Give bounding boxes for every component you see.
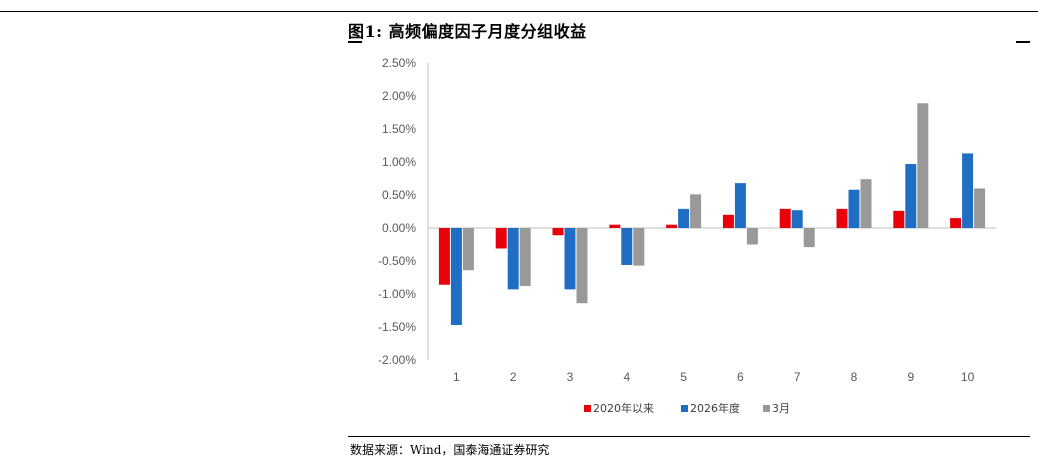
bar [836, 208, 848, 228]
x-tick-label: 6 [737, 370, 744, 384]
y-tick-label: 2.00% [382, 89, 416, 103]
bar [564, 228, 576, 290]
bar [576, 228, 588, 304]
bar [438, 228, 450, 285]
bar [950, 218, 962, 228]
bar [633, 228, 645, 266]
bar [734, 183, 746, 228]
bar [507, 228, 519, 290]
bar [962, 153, 974, 228]
bar [905, 163, 917, 228]
bar [848, 189, 860, 228]
bar [791, 210, 803, 228]
legend-label: 2020年以来 [593, 401, 654, 415]
y-tick-label: 1.50% [382, 122, 416, 136]
bar-chart: 2.50% 2.00% 1.50% 1.00% 0.50% 0.00% -0.50% -1.0… [378, 56, 996, 415]
x-tick-label: 8 [851, 370, 858, 384]
bar [462, 228, 474, 271]
y-tick-label: 2.50% [382, 56, 416, 70]
bars [438, 103, 986, 326]
bar [450, 228, 462, 326]
bar [803, 228, 815, 248]
x-tick-label: 1 [453, 370, 460, 384]
x-tick-label: 7 [794, 370, 801, 384]
legend-label: 2026年度 [690, 401, 740, 415]
bar [893, 210, 905, 228]
bar [974, 188, 986, 228]
bar [722, 214, 734, 228]
legend: 2020年以来 2026年度 3月 [584, 401, 790, 415]
bar [779, 208, 791, 228]
y-tick-label: -2.00% [378, 353, 416, 367]
legend-swatch [763, 405, 770, 412]
source-note: 数据来源：Wind，国泰海通证券研究 [350, 443, 550, 457]
y-tick-labels: 2.50% 2.00% 1.50% 1.00% 0.50% 0.00% -0.50% -1.0… [378, 56, 416, 367]
y-tick-label: -1.50% [378, 320, 416, 334]
bar [552, 228, 564, 236]
x-tick-label: 9 [907, 370, 914, 384]
title-underline-right [1016, 41, 1030, 43]
bar [519, 228, 531, 287]
legend-label: 3月 [772, 402, 790, 415]
x-tick-label: 2 [510, 370, 517, 384]
bar [860, 179, 872, 228]
title-underline-left [348, 41, 362, 43]
legend-swatch [584, 405, 591, 412]
x-tick-label: 4 [623, 370, 630, 384]
top-rule [0, 11, 1038, 12]
bottom-rule [348, 436, 1030, 437]
bar [621, 228, 633, 265]
y-tick-label: 0.00% [382, 221, 416, 235]
bar [746, 228, 758, 245]
bar [678, 208, 690, 228]
x-tick-label: 10 [961, 370, 975, 384]
bar [690, 194, 702, 228]
legend-swatch [681, 405, 688, 412]
bar [917, 103, 929, 228]
y-tick-label: 1.00% [382, 155, 416, 169]
figure-title: 图1: 高频偏度因子月度分组收益 [348, 22, 587, 41]
y-tick-label: 0.50% [382, 188, 416, 202]
bar [495, 228, 507, 249]
y-tick-label: -0.50% [378, 254, 416, 268]
y-tick-label: -1.00% [378, 287, 416, 301]
bar [609, 224, 621, 228]
bar [666, 224, 678, 228]
x-tick-labels: 1 2 3 4 5 6 7 8 9 10 [453, 370, 975, 384]
x-tick-label: 5 [680, 370, 687, 384]
x-tick-label: 3 [567, 370, 574, 384]
